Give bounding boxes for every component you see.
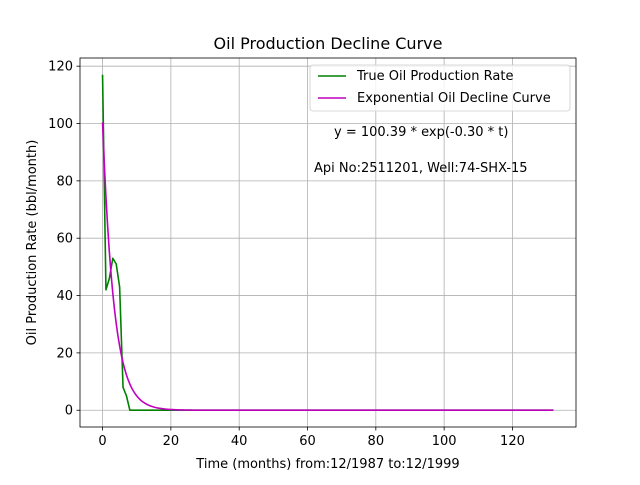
y-tick-label: 100 [48, 117, 73, 132]
x-tick-label: 60 [299, 434, 316, 449]
series-line-exponential-curve [101, 122, 554, 412]
x-tick-label: 20 [163, 434, 180, 449]
equation-annotation: y = 100.39 * exp(-0.30 * t) [334, 125, 508, 140]
y-tick-label: 0 [65, 404, 73, 419]
y-tick-label: 120 [48, 60, 73, 75]
chart-title: Oil Production Decline Curve [214, 34, 443, 53]
x-tick-label: 80 [368, 434, 385, 449]
y-tick-label: 20 [56, 346, 73, 361]
legend-label-exponential-curve: Exponential Oil Decline Curve [357, 91, 551, 106]
plot-background [80, 58, 576, 427]
x-tick-label: 40 [231, 434, 248, 449]
legend-label-true-rate: True Oil Production Rate [356, 69, 513, 84]
x-tick-label: 0 [98, 434, 106, 449]
series-layer [101, 74, 554, 412]
y-tick-label: 60 [56, 232, 73, 247]
x-axis-label: Time (months) from:12/1987 to:12/1999 [195, 457, 459, 472]
legend-box [309, 64, 571, 112]
y-axis-label: Oil Production Rate (bbl/month) [25, 140, 40, 346]
ticks: 0 20 40 60 80 100 120 0 20 40 60 80 100 120 [48, 60, 525, 449]
plot-frame [79, 57, 577, 428]
y-tick-label: 40 [56, 289, 73, 304]
well-annotation: Api No:2511201, Well:74-SHX-15 [314, 161, 528, 176]
y-tick-label: 80 [56, 174, 73, 189]
x-tick-label: 100 [432, 434, 457, 449]
legend: True Oil Production Rate Exponential Oil… [309, 64, 571, 112]
x-tick-label: 120 [500, 434, 525, 449]
